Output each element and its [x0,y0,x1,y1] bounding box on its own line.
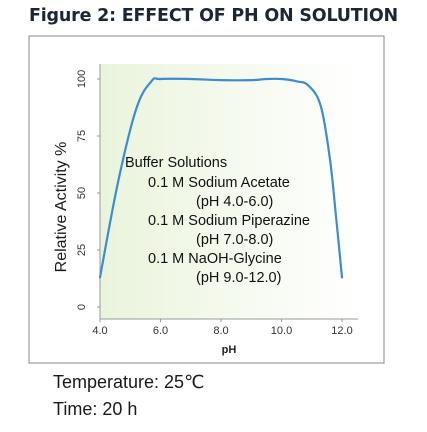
x-tick-label-8.0: 8.0 [213,325,228,337]
buffer-annotation: Buffer Solutions 0.1 M Sodium Acetate (p… [125,155,310,286]
annotation-line-4: (pH 7.0-8.0) [196,232,273,248]
figure-title: Figure 2: EFFECT OF PH ON SOLUTION [29,6,398,26]
y-tick-label-75: 75 [76,130,88,142]
annotation-line-2: (pH 4.0-6.0) [196,194,273,210]
y-tick-label-0: 0 [76,304,88,310]
annotation-line-5: 0.1 M NaOH-Glycine [148,251,282,267]
x-tick-label-12.0: 12.0 [331,325,352,337]
y-tick-label-100: 100 [76,70,88,88]
x-tick-label-10.0: 10.0 [271,325,292,337]
time-condition: Time: 20 h [53,399,138,419]
chart-frame [28,35,385,364]
x-axis-label: pH [222,344,237,356]
temperature-condition: Temperature: 25℃ [53,372,205,392]
tick-labels: 0 25 50 75 100 4.0 6.0 8.0 10.0 12.0 [76,70,353,337]
y-axis-label: Relative Activity % [53,142,70,273]
series-group [98,77,344,279]
annotation-line-6: (pH 9.0-12.0) [196,270,281,286]
plot-area [100,64,358,319]
y-tick-label-25: 25 [76,244,88,256]
x-tick-label-4.0: 4.0 [92,325,107,337]
annotation-heading: Buffer Solutions [125,155,227,171]
annotation-line-1: 0.1 M Sodium Acetate [148,175,290,191]
activity-curve-0 [98,77,344,279]
annotation-line-3: 0.1 M Sodium Piperazine [148,213,310,229]
y-tick-label-50: 50 [76,187,88,199]
x-tick-label-6.0: 6.0 [153,325,168,337]
